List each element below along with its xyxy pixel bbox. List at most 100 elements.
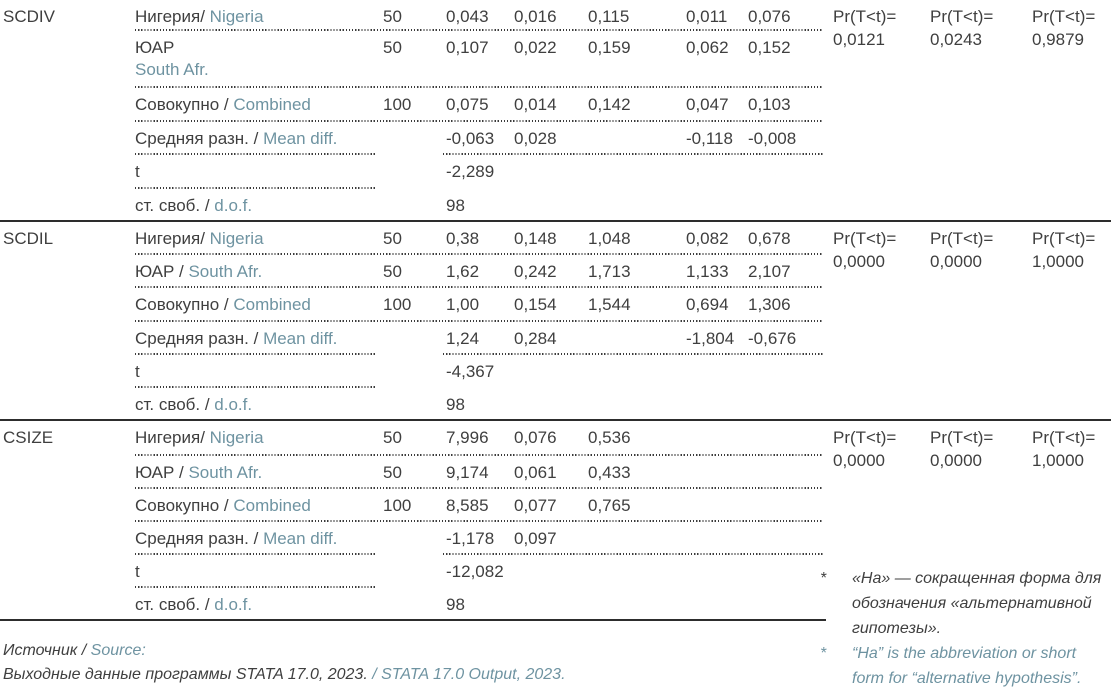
obs-value: 50 <box>383 7 402 26</box>
pr-cell: Pr(T<t)= 0,9879 <box>1032 5 1095 51</box>
pr-value: 0,0121 <box>833 30 885 49</box>
source-note: Источник / Source: Выходные данные прогр… <box>3 639 566 687</box>
row-south-africa: ЮАР / South Afr. 50 1,62 0,242 1,713 1,1… <box>0 255 1111 288</box>
group-label-ru: Средняя разн. / <box>135 129 259 148</box>
group-label-en: Mean diff. <box>263 129 338 148</box>
variable-name: SCDIV <box>3 7 55 26</box>
ci-upper-value: 2,107 <box>748 262 791 281</box>
group-label: Нигерия/ Nigeria <box>135 6 264 28</box>
row-divider <box>135 29 823 31</box>
ci-upper-value: 0,152 <box>748 38 791 57</box>
mean-diff-value: -1,178 <box>446 529 495 548</box>
pr-header: Pr(T<t)= <box>1032 7 1096 26</box>
table-section-scdil: SCDIL Нигерия/ Nigeria 50 0,38 0,148 1,0… <box>0 222 1111 421</box>
group-label: ЮАР South Afr. <box>135 37 209 81</box>
obs-value: 50 <box>383 229 402 248</box>
group-label-ru: ЮАР / <box>135 262 184 281</box>
pr-cell: Pr(T<t)= 0,0000 <box>930 426 993 472</box>
group-label: ст. своб. / d.o.f. <box>135 594 252 616</box>
row-dof: ст. своб. / d.o.f. 98 <box>0 189 1111 220</box>
mean-value: 1,62 <box>446 262 480 281</box>
mean-diff-se-value: 0,028 <box>514 129 557 148</box>
row-t: t -2,289 <box>0 155 1111 189</box>
row-mean-diff: Средняя разн. / Mean diff. -1,178 0,097 <box>0 522 1111 555</box>
group-label-en: Mean diff. <box>263 329 338 348</box>
group-label-ru: Нигерия/ <box>135 428 205 447</box>
std-dev-value: 0,142 <box>588 95 631 114</box>
group-label: ст. своб. / d.o.f. <box>135 195 252 217</box>
pr-value: 0,0000 <box>930 252 982 271</box>
group-label-ru: ст. своб. / <box>135 196 210 215</box>
std-dev-value: 0,536 <box>588 428 631 447</box>
row-divider <box>135 320 823 322</box>
pr-value: 1,0000 <box>1032 252 1084 271</box>
row-divider <box>135 353 376 355</box>
dof-value: 98 <box>446 395 465 414</box>
source-text-ru: Выходные данные программы STATA 17.0, 20… <box>3 666 373 683</box>
group-label-ru: Совокупно / <box>135 295 229 314</box>
group-label-ru: t <box>135 362 140 381</box>
pr-cell: Pr(T<t)= 0,0000 <box>833 227 896 273</box>
row-combined: Совокупно / Combined 100 0,075 0,014 0,1… <box>0 88 1111 122</box>
mean-diff-value: -0,063 <box>446 129 495 148</box>
row-divider <box>135 253 823 255</box>
t-value: -4,367 <box>446 362 495 381</box>
group-label-ru: Нигерия/ <box>135 229 205 248</box>
group-label: Нигерия/ Nigeria <box>135 228 264 250</box>
mean-value: 8,585 <box>446 496 489 515</box>
std-err-value: 0,154 <box>514 295 557 314</box>
mean-value: 1,00 <box>446 295 480 314</box>
group-label: Средняя разн. / Mean diff. <box>135 328 337 350</box>
footnote-ru: * «На» — сокращенная форма для обозначен… <box>820 566 1111 641</box>
std-err-value: 0,014 <box>514 95 557 114</box>
footnote-text: “Ha” is the abbreviation or short form f… <box>852 645 1082 687</box>
group-label-en: Mean diff. <box>263 529 338 548</box>
group-label-en: South Afr. <box>188 262 263 281</box>
std-dev-value: 0,433 <box>588 463 631 482</box>
pr-value: 0,0243 <box>930 30 982 49</box>
t-value: -12,082 <box>446 562 504 581</box>
group-label-ru: ЮАР <box>135 38 175 57</box>
ci-upper-value: -0,008 <box>748 129 797 148</box>
group-label-en: South Afr. <box>135 60 209 79</box>
dof-value: 98 <box>446 196 465 215</box>
std-err-value: 0,242 <box>514 262 557 281</box>
row-divider <box>135 153 376 155</box>
row-dof: ст. своб. / d.o.f. 98 <box>0 588 1111 619</box>
pr-value: 0,0000 <box>930 451 982 470</box>
row-divider <box>135 520 823 522</box>
mean-value: 0,38 <box>446 229 480 248</box>
ci-upper-value: -0,676 <box>748 329 797 348</box>
row-divider <box>135 386 376 388</box>
group-label: Средняя разн. / Mean diff. <box>135 128 337 150</box>
ci-upper-value: 0,103 <box>748 95 791 114</box>
group-label: Совокупно / Combined <box>135 495 311 517</box>
ci-lower-value: 0,082 <box>686 229 729 248</box>
mean-value: 0,075 <box>446 95 489 114</box>
row-divider <box>443 553 823 555</box>
row-divider <box>135 454 823 456</box>
group-label-ru: ЮАР / <box>135 463 184 482</box>
pr-cell: Pr(T<t)= 0,0121 <box>833 5 896 51</box>
obs-value: 50 <box>383 38 402 57</box>
pr-cell: Pr(T<t)= 0,0000 <box>930 227 993 273</box>
row-combined: Совокупно / Combined 100 8,585 0,077 0,7… <box>0 489 1111 522</box>
group-label-en: d.o.f. <box>214 595 253 614</box>
ci-lower-value: 0,694 <box>686 295 729 314</box>
ci-lower-value: 1,133 <box>686 262 729 281</box>
ci-lower-value: -0,118 <box>686 129 733 148</box>
mean-value: 0,107 <box>446 38 489 57</box>
group-label: ЮАР / South Afr. <box>135 462 262 484</box>
mean-value: 9,174 <box>446 463 489 482</box>
group-label-ru: ст. своб. / <box>135 595 210 614</box>
row-south-africa: ЮАР / South Afr. 50 9,174 0,061 0,433 <box>0 456 1111 489</box>
std-err-value: 0,016 <box>514 7 557 26</box>
row-divider <box>135 586 376 588</box>
group-label-ru: Средняя разн. / <box>135 329 259 348</box>
row-divider <box>135 120 823 122</box>
group-label: ст. своб. / d.o.f. <box>135 394 252 416</box>
mean-diff-se-value: 0,097 <box>514 529 557 548</box>
mean-diff-value: 1,24 <box>446 329 480 348</box>
source-text-en: / STATA 17.0 Output, 2023. <box>372 666 566 683</box>
pr-header: Pr(T<t)= <box>833 229 897 248</box>
